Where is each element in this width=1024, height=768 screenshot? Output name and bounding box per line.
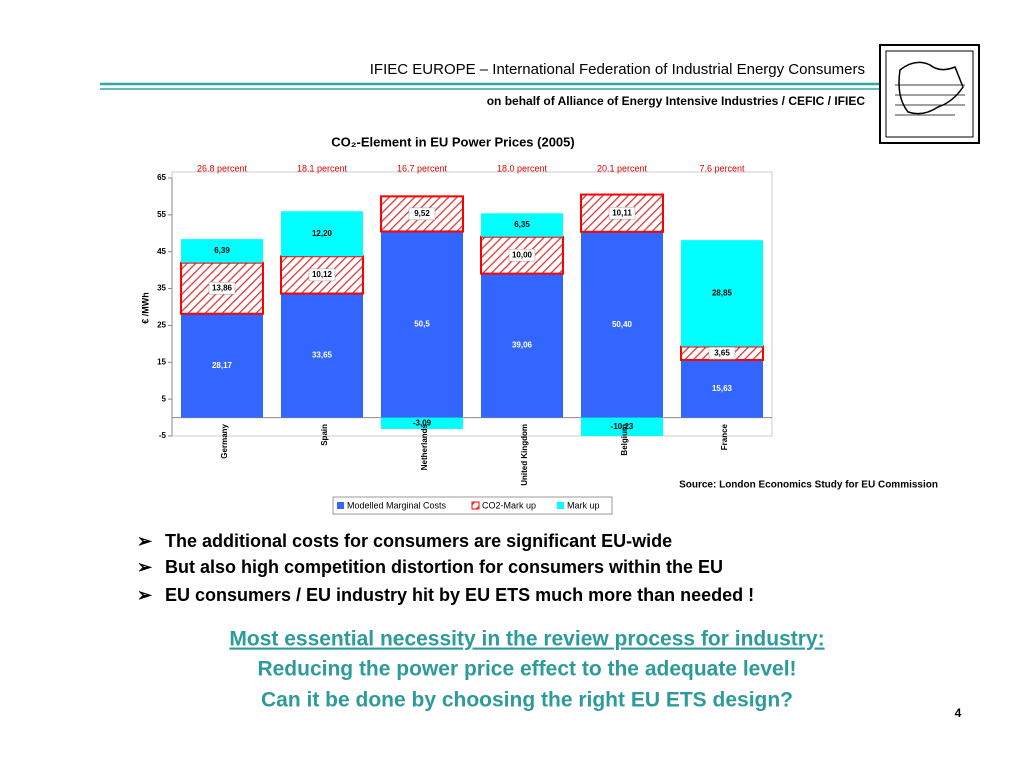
bullets: ➢ ➢ ➢ The additional costs for consumers… (137, 531, 754, 605)
legend-label: CO2-Mark up (482, 500, 536, 510)
bar-segment (380, 195, 464, 233)
bar-segment (281, 211, 363, 257)
bullet-icon: ➢ (137, 585, 153, 605)
bullet-icon: ➢ (137, 557, 153, 577)
value-label-box (508, 248, 536, 262)
value-label: 28,85 (712, 288, 733, 297)
y-tick-label: 15 (157, 357, 166, 366)
value-label-box (308, 268, 336, 282)
y-tick-label: -5 (159, 431, 167, 440)
value-label: 10,12 (312, 270, 333, 279)
y-axis-label: € /MWh (140, 292, 150, 324)
header-title: IFIEC EUROPE – International Federation … (370, 61, 865, 78)
source: Source: London Economics Study for EU Co… (679, 480, 938, 491)
chart: -5 5 15 25 35 45 55 65 28,17 13,86 6,39 33,65 10,12 1… (157, 163, 772, 486)
bar-segment (381, 417, 463, 429)
bar-segment (681, 359, 763, 418)
legend: Modelled Marginal Costs CO2-Mark up Mark u… (337, 500, 600, 510)
value-label: 50,40 (612, 320, 633, 329)
value-label: 6,35 (514, 220, 530, 229)
value-labels: 28,17 13,86 6,39 33,65 10,12 12,20 50,5 9,52 -3,… (208, 206, 736, 431)
legend-label: Mark up (567, 500, 600, 510)
bars (180, 193, 764, 436)
header-subtitle: on behalf of Alliance of Energy Intensiv… (487, 94, 866, 108)
bar-segment (481, 273, 563, 418)
value-label: 6,39 (214, 246, 230, 255)
bar-segment (281, 293, 363, 418)
value-label: -10,23 (611, 422, 634, 431)
conclusion-line: Reducing the power price effect to the a… (257, 658, 796, 681)
annotation: 18.1 percent (297, 163, 348, 173)
annotation: 26.8 percent (197, 163, 248, 173)
bar-segment (481, 213, 563, 237)
value-label-box (608, 206, 636, 220)
x-tick-label: Germany (220, 423, 229, 458)
legend-swatch (337, 502, 344, 509)
value-label: 10,00 (512, 250, 533, 259)
legend-swatch (557, 502, 564, 509)
y-tick-label: 65 (157, 173, 166, 182)
x-tick-label: Spain (320, 424, 329, 446)
bar-segment (581, 231, 663, 418)
value-label: 9,52 (414, 209, 430, 218)
y-tick-label: 35 (157, 284, 166, 293)
chart-title: CO₂-Element in EU Power Prices (2005) (331, 134, 574, 149)
value-label: 3,65 (714, 348, 730, 357)
value-label: 28,17 (212, 361, 233, 370)
value-label-box (208, 281, 236, 295)
x-tick-label: Belgium (620, 424, 629, 456)
value-label-box (708, 346, 736, 360)
annotation: 20.1 percent (597, 163, 648, 173)
value-label: 13,86 (212, 283, 233, 292)
x-tick-label: Netherlands (420, 423, 429, 470)
bar-segment (181, 313, 263, 418)
value-label: 12,20 (312, 229, 333, 238)
bar-segment (581, 417, 663, 436)
legend-swatch (471, 501, 480, 510)
bullet-text: But also high competition distortion for… (165, 557, 723, 577)
annotation: 18.0 percent (497, 163, 548, 173)
value-label: 50,5 (414, 320, 430, 329)
x-tick-label: United Kingdom (520, 424, 529, 486)
conclusion: Most essential necessity in the review p… (229, 628, 824, 712)
value-label: 39,06 (512, 341, 533, 350)
value-label: 33,65 (312, 351, 333, 360)
bullet-text: EU consumers / EU industry hit by EU ETS… (165, 585, 754, 605)
conclusion-line: Can it be done by choosing the right EU … (261, 689, 793, 712)
y-tick-label: 25 (157, 321, 166, 330)
bar-segment (181, 239, 263, 263)
annotation: 16.7 percent (397, 163, 448, 173)
bar-segment (381, 231, 463, 418)
value-label: -3,09 (413, 418, 432, 427)
bar-segment (681, 240, 763, 347)
conclusion-line: Most essential necessity in the review p… (229, 628, 824, 651)
plot-area (171, 171, 773, 437)
value-label: 10,11 (612, 208, 632, 217)
y-tick-label: 45 (157, 247, 166, 256)
bullet-icon: ➢ (137, 531, 153, 551)
x-tick-label: France (720, 423, 729, 450)
logo (879, 44, 980, 144)
value-label: 15,63 (712, 384, 733, 393)
annotation: 7.6 percent (699, 163, 745, 173)
value-label-box (408, 207, 436, 221)
legend-label: Modelled Marginal Costs (347, 500, 447, 510)
bullet-text: The additional costs for consumers are s… (165, 531, 672, 551)
y-tick-label: 55 (157, 210, 166, 219)
page-number: 4 (955, 706, 962, 720)
y-tick-label: 5 (162, 394, 167, 403)
